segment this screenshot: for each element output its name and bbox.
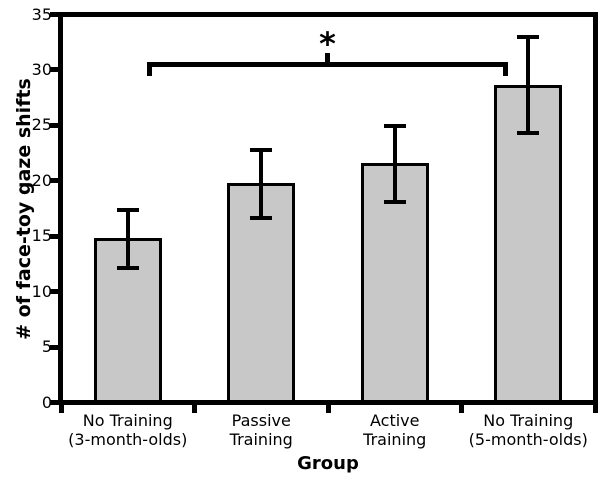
x-tick-label-line: Passive (231, 411, 291, 430)
x-tick-label-3: No Training (5-month-olds) (462, 411, 596, 449)
error-cap-top-2 (383, 124, 406, 129)
x-tick-label-line: Training (229, 430, 293, 449)
y-tick-label-20: 20 (31, 170, 52, 190)
x-tick-label-line: Training (363, 430, 427, 449)
x-tick-1 (192, 405, 197, 413)
y-tick-label-30: 30 (31, 59, 52, 79)
significance-asterisk: * (319, 25, 336, 63)
x-tick-label-1: Passive Training (195, 411, 329, 449)
plot-area (58, 12, 598, 405)
x-tick-label-line: No Training (483, 411, 574, 430)
error-cap-bottom-3 (517, 131, 540, 136)
significance-bracket-bar (147, 62, 508, 67)
x-tick-label-line: (5-month-olds) (468, 430, 588, 449)
error-line-1 (259, 149, 264, 219)
y-tick-35 (50, 12, 58, 17)
x-tick-label-2: Active Training (328, 411, 462, 449)
y-tick-label-15: 15 (31, 226, 52, 246)
error-cap-top-3 (517, 34, 540, 39)
x-tick-label-0: No Training (3-month-olds) (61, 411, 195, 449)
x-tick-2 (325, 405, 331, 413)
error-cap-top-0 (116, 207, 139, 212)
y-tick-10 (50, 289, 58, 295)
x-tick-label-line: (3-month-olds) (68, 430, 188, 449)
x-tick-label-line: No Training (82, 411, 173, 430)
y-tick-15 (50, 233, 58, 239)
y-tick-label-25: 25 (31, 115, 52, 135)
x-tick-label-line: Active (370, 411, 420, 430)
error-cap-bottom-0 (116, 266, 139, 271)
significance-bracket-center-tick (325, 53, 330, 62)
y-tick-5 (50, 344, 58, 350)
bar-0 (93, 238, 162, 400)
error-cap-bottom-1 (250, 216, 273, 221)
y-tick-25 (50, 122, 58, 128)
y-tick-label-10: 10 (31, 281, 52, 301)
x-axis-title: Group (297, 453, 359, 474)
y-tick-label-0: 0 (41, 392, 52, 412)
y-tick-0 (50, 400, 58, 405)
error-line-2 (392, 126, 397, 202)
error-line-0 (125, 209, 130, 269)
y-tick-30 (50, 67, 58, 73)
error-cap-top-1 (250, 147, 273, 152)
x-tick-4 (592, 405, 598, 413)
y-tick-20 (50, 178, 58, 184)
x-tick-0 (58, 405, 64, 413)
significance-bracket-left-drop (147, 62, 152, 76)
error-cap-bottom-2 (383, 199, 406, 204)
y-tick-label-35: 35 (31, 4, 52, 24)
significance-bracket-right-drop (503, 62, 508, 76)
x-tick-3 (459, 405, 464, 413)
error-line-3 (526, 36, 531, 134)
y-tick-label-5: 5 (41, 337, 52, 357)
